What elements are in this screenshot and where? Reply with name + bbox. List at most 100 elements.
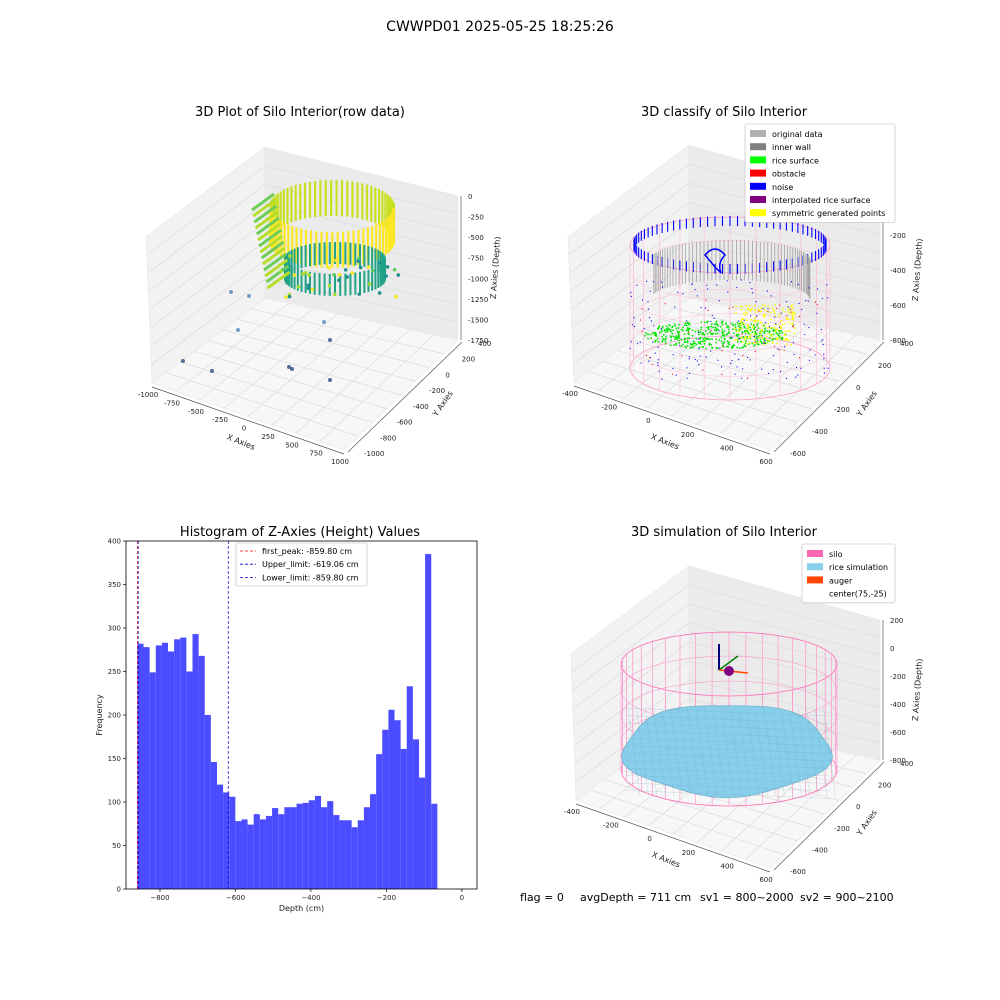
p3-bar xyxy=(278,814,285,889)
p2-point xyxy=(768,333,771,336)
p3-bar xyxy=(284,807,291,889)
p2-point xyxy=(742,318,745,321)
p1-ztick: -1750 xyxy=(468,337,488,345)
p2-point xyxy=(746,377,749,379)
p2-point xyxy=(740,340,742,343)
p2-point xyxy=(677,326,680,329)
p2-point xyxy=(686,344,689,347)
p3-bar xyxy=(327,801,334,889)
p2-point xyxy=(738,326,741,329)
p2-point xyxy=(714,332,717,335)
p4-legend-swatch xyxy=(807,563,823,571)
p2-point xyxy=(657,362,659,364)
p2-point xyxy=(661,281,663,283)
p1-point xyxy=(284,295,288,300)
p2-point xyxy=(776,336,779,339)
p2-point xyxy=(694,289,696,291)
p1-point xyxy=(357,292,362,296)
p2-point xyxy=(755,311,757,313)
p2-point xyxy=(738,338,740,340)
p2-point xyxy=(750,315,752,317)
p2-point xyxy=(754,326,757,329)
p3-bar xyxy=(370,794,377,889)
p2-point xyxy=(739,321,742,324)
p1-xtick: 0 xyxy=(242,425,246,433)
p2-point xyxy=(723,330,726,332)
p2-point xyxy=(790,343,792,346)
p2-point xyxy=(761,325,764,328)
p2-point xyxy=(686,367,688,369)
p1-xtick: -250 xyxy=(212,416,228,424)
p2-point xyxy=(780,312,782,314)
p2-point xyxy=(675,336,678,339)
p1-point xyxy=(265,264,290,284)
p2-point xyxy=(748,342,751,345)
p2-point xyxy=(758,334,761,337)
p2-point xyxy=(755,335,758,338)
p2-point xyxy=(710,332,713,335)
p2-point xyxy=(733,344,736,347)
p2-point xyxy=(691,283,693,285)
p2-point xyxy=(636,343,639,345)
p2-point xyxy=(711,338,713,341)
p2-point xyxy=(755,340,758,343)
p2-point xyxy=(698,333,700,336)
p2-legend-swatch xyxy=(750,196,766,203)
p2-point xyxy=(765,335,768,338)
p2-point xyxy=(721,334,724,337)
p4-legend-label: silo xyxy=(829,550,843,559)
p2-point xyxy=(710,325,712,328)
p2-point xyxy=(740,319,743,322)
p2-ytick: 400 xyxy=(900,340,913,348)
p2-point xyxy=(794,327,796,329)
p2-ztick: -600 xyxy=(890,302,906,310)
p2-point xyxy=(698,363,700,366)
p2-point xyxy=(664,338,667,341)
p1-ytick: -1000 xyxy=(364,450,384,458)
p2-point xyxy=(647,308,650,310)
p2-point xyxy=(738,320,740,322)
p1-point xyxy=(367,282,372,286)
p2-point xyxy=(808,287,810,289)
p2-point xyxy=(725,326,728,329)
p2-point xyxy=(779,336,782,339)
p3-bar xyxy=(272,808,279,889)
p2-point xyxy=(755,332,758,335)
p4-rice-surface xyxy=(621,705,833,799)
p2-point xyxy=(786,361,788,364)
p2-point xyxy=(713,317,715,319)
p2-point xyxy=(779,332,782,335)
p2-point xyxy=(747,325,750,327)
p2-point xyxy=(675,343,678,346)
p2-point xyxy=(658,370,660,372)
p1-point xyxy=(345,275,350,279)
p2-point xyxy=(671,332,674,335)
p2-point xyxy=(680,338,683,341)
p2-point xyxy=(762,307,764,310)
p2-point xyxy=(743,319,745,321)
p2-point xyxy=(823,367,825,369)
p2-point xyxy=(737,333,740,336)
p2-point xyxy=(715,338,718,341)
p2-point xyxy=(743,330,746,332)
p2-point xyxy=(726,340,729,343)
p3-ytick-label: 100 xyxy=(108,799,121,807)
p2-point xyxy=(683,341,686,343)
p2-point xyxy=(731,328,734,331)
p3-bar xyxy=(149,672,156,889)
p4-ytick: -200 xyxy=(834,825,850,833)
p2-point xyxy=(784,334,786,337)
p2-xtick: 0 xyxy=(646,417,650,425)
p2-point xyxy=(667,327,669,329)
p3-bar xyxy=(161,642,169,889)
p2-point xyxy=(675,337,678,340)
p2-point xyxy=(751,287,753,290)
p2-point xyxy=(746,342,749,345)
p3-ytick-label: 400 xyxy=(108,538,121,546)
p2-point xyxy=(742,312,745,315)
p2-point xyxy=(778,304,780,306)
p2-legend-label: inner wall xyxy=(772,143,811,152)
p2-point xyxy=(681,343,684,346)
p2-ytick: -400 xyxy=(812,428,828,436)
p2-point xyxy=(786,316,788,319)
